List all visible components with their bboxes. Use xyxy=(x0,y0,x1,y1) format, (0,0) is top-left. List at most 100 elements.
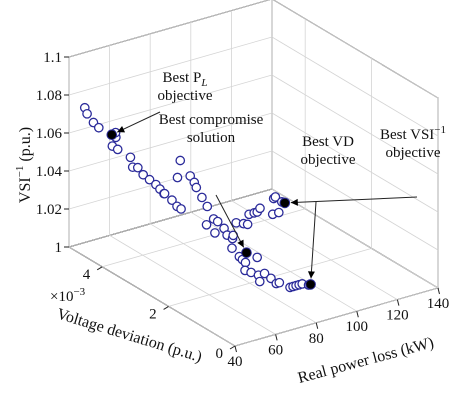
z-tick-label: 1.04 xyxy=(36,164,63,180)
annotation-label: objective xyxy=(386,145,441,161)
highlight-point xyxy=(106,129,118,140)
annotation-label: objective xyxy=(301,152,356,168)
x-grid-line xyxy=(68,246,236,347)
y-tick-mark xyxy=(163,305,169,310)
z-grid-line xyxy=(68,0,270,58)
data-point xyxy=(112,144,123,155)
data-point xyxy=(93,122,104,133)
z-grid-line xyxy=(271,36,439,137)
data-point xyxy=(273,207,284,218)
x-grid-line xyxy=(190,211,358,312)
z-tick-label: 1.02 xyxy=(36,202,62,218)
data-point xyxy=(212,216,223,227)
x-grid-line xyxy=(231,200,398,300)
data-point xyxy=(274,277,285,288)
data-point xyxy=(167,195,177,206)
z-grid-line xyxy=(271,188,439,289)
data-point xyxy=(259,268,270,279)
x-tick-label: 140 xyxy=(427,296,450,312)
z-grid-line xyxy=(272,0,439,99)
annotation-arrowhead xyxy=(237,239,244,248)
annotation-label: Best VD xyxy=(302,134,354,150)
x-tick-mark xyxy=(275,334,278,341)
data-point xyxy=(201,219,212,230)
z-tick-label: 1 xyxy=(55,240,63,256)
y-tick-label: 0 xyxy=(216,346,224,362)
tick-labels: 40 60 80 100 120 140 0 2 4 1 1.02 1.04 1.06 1.08 1.1 xyxy=(36,50,450,370)
x-tick-mark xyxy=(315,322,319,329)
data-point xyxy=(270,192,281,202)
x-tick-mark xyxy=(234,345,237,353)
data-point xyxy=(144,174,155,185)
x-tick-mark xyxy=(396,299,400,306)
annotation-arrowhead xyxy=(307,271,315,279)
data-point xyxy=(175,155,186,166)
data-point xyxy=(197,192,207,203)
x-tick-label: 100 xyxy=(346,319,369,335)
annotation-arrow-line xyxy=(310,201,317,279)
z-grid-line xyxy=(271,150,439,251)
z-grid-line xyxy=(68,112,273,172)
highlight-point xyxy=(279,197,291,209)
data-point xyxy=(252,252,263,263)
z-grid-line xyxy=(68,188,273,248)
annotation-label: Best compromise xyxy=(159,112,264,128)
highlight-points xyxy=(106,129,316,290)
annotation-label: objective xyxy=(158,88,213,104)
y-grid-line xyxy=(234,287,439,347)
z-grid-line xyxy=(68,74,273,134)
highlight-point xyxy=(305,279,316,290)
annotation-arrow-line xyxy=(290,196,418,204)
annotation-label: solution xyxy=(187,130,236,146)
annotation-label: Best PL xyxy=(163,70,208,89)
data-point xyxy=(82,108,92,119)
y-tick-label: 4 xyxy=(83,267,91,283)
y-tick-mark xyxy=(96,266,103,271)
z-grid-line xyxy=(68,36,273,96)
x-tick-label: 40 xyxy=(228,354,243,370)
y-tick-mark xyxy=(229,345,236,350)
data-point xyxy=(202,201,213,212)
data-point xyxy=(176,204,186,214)
data-point xyxy=(240,257,251,268)
z-tick-label: 1.06 xyxy=(36,126,63,142)
annotation-label: Best VSI−1 xyxy=(380,124,446,143)
data-point xyxy=(132,162,143,173)
x-tick-mark xyxy=(356,311,359,318)
highlight-point xyxy=(241,247,252,259)
data-point xyxy=(227,243,237,254)
x-tick-label: 120 xyxy=(386,308,409,324)
z-axis-label: VSI−1 (p.u.) xyxy=(14,127,34,203)
data-point xyxy=(159,188,170,199)
annotation-arrowhead xyxy=(117,125,126,133)
z-grid-line xyxy=(271,112,439,213)
x-tick-label: 80 xyxy=(309,331,324,347)
y-axis-exponent: ×10−3 xyxy=(50,286,86,305)
data-point xyxy=(242,219,253,230)
axes-panes xyxy=(67,0,440,347)
tick-marks xyxy=(64,56,440,353)
data-point xyxy=(254,276,265,287)
data-point xyxy=(138,169,149,180)
data-point xyxy=(172,172,183,183)
y-tick-label: 2 xyxy=(149,306,157,322)
data-point xyxy=(191,182,202,193)
x-grid-line xyxy=(149,223,317,324)
z-tick-label: 1.08 xyxy=(36,88,62,104)
annotation-arrow-line xyxy=(215,194,245,248)
data-point xyxy=(125,152,136,163)
grid-lines xyxy=(68,0,439,347)
x-grid-line xyxy=(109,235,276,335)
data-point xyxy=(210,228,220,238)
annotation-arrowhead xyxy=(290,198,298,206)
annotation-arrow-line xyxy=(117,111,161,133)
side-wall-pane xyxy=(271,0,439,289)
data-point xyxy=(255,203,265,214)
x-tick-mark xyxy=(437,287,440,295)
z-tick-label: 1.1 xyxy=(43,50,62,66)
z-grid-line xyxy=(68,150,273,210)
z-grid-line xyxy=(271,74,439,175)
x-tick-label: 60 xyxy=(268,342,283,358)
